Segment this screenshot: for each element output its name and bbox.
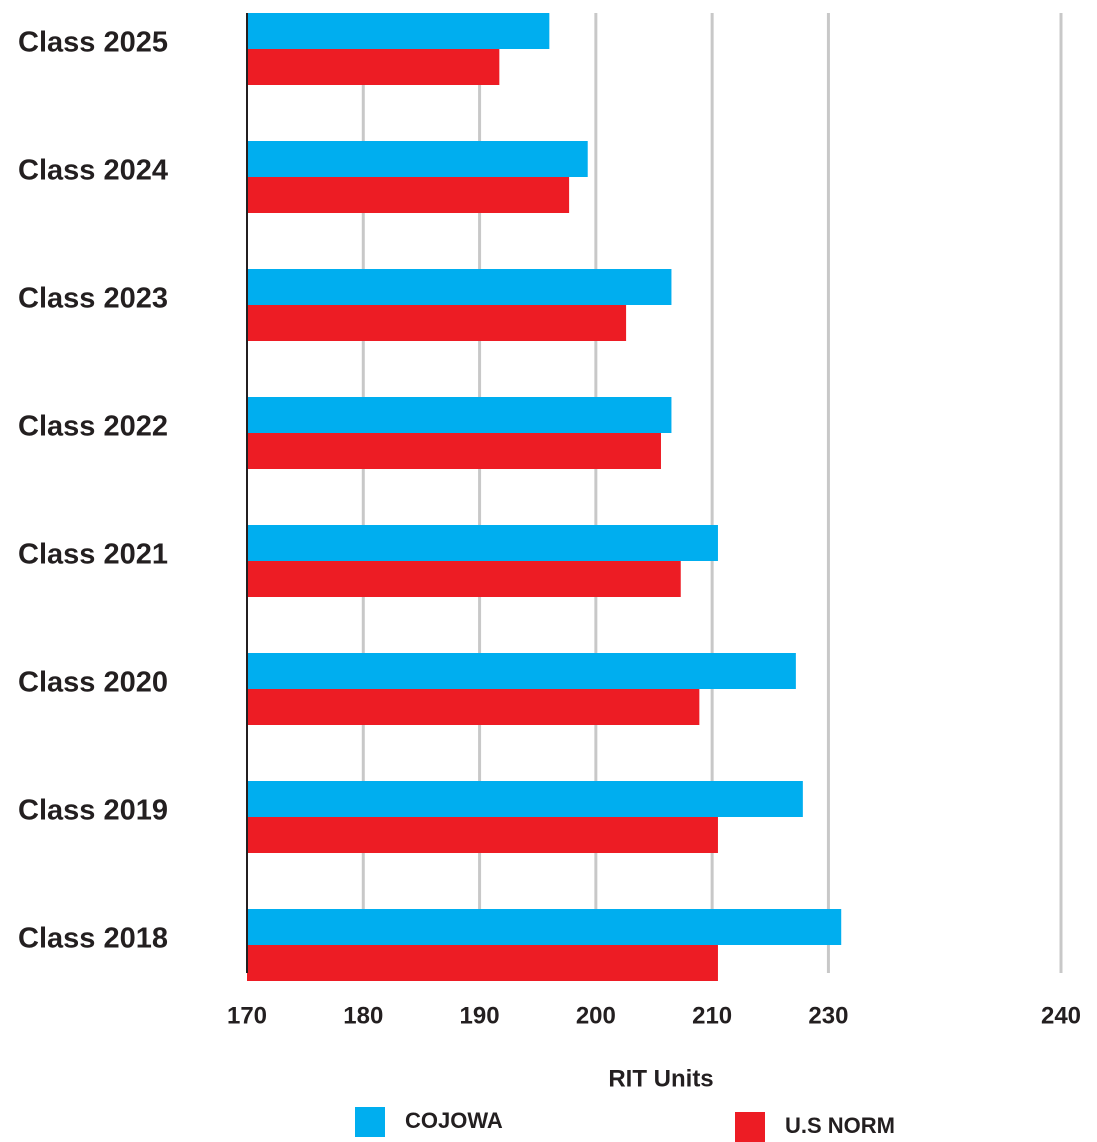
y-tick-label: Class 2020 — [18, 667, 168, 699]
bar — [247, 525, 718, 561]
bar — [247, 817, 718, 853]
y-tick-label: Class 2022 — [18, 411, 168, 443]
bar — [247, 433, 661, 469]
x-tick-label: 230 — [808, 1002, 848, 1029]
bar — [247, 781, 803, 817]
x-tick-label: 180 — [343, 1002, 383, 1029]
y-tick-label: Class 2025 — [18, 27, 168, 59]
bar — [247, 561, 681, 597]
y-tick-label: Class 2024 — [18, 155, 168, 187]
bar — [247, 177, 570, 213]
bar — [247, 653, 796, 689]
y-tick-label: Class 2019 — [18, 795, 168, 827]
y-tick-label: Class 2018 — [18, 923, 168, 955]
x-tick-label: 200 — [576, 1002, 616, 1029]
bar — [247, 945, 718, 981]
x-tick-label: 210 — [692, 1002, 732, 1029]
bar — [247, 269, 672, 305]
legend-swatch — [355, 1107, 385, 1137]
bar — [247, 909, 842, 945]
bar — [247, 49, 500, 85]
x-tick-label: 190 — [460, 1002, 500, 1029]
bar — [247, 397, 672, 433]
x-tick-label: 170 — [227, 1002, 267, 1029]
legend-label: U.S NORM — [785, 1113, 895, 1138]
bar — [247, 141, 588, 177]
y-tick-label: Class 2023 — [18, 283, 168, 315]
bar — [247, 305, 627, 341]
x-tick-label: 240 — [1041, 1002, 1081, 1029]
x-axis-label: RIT Units — [608, 1065, 713, 1092]
y-tick-label: Class 2021 — [18, 539, 168, 571]
legend-swatch — [735, 1112, 765, 1142]
legend-label: COJOWA — [405, 1108, 503, 1133]
bar — [247, 13, 550, 49]
bar — [247, 689, 700, 725]
